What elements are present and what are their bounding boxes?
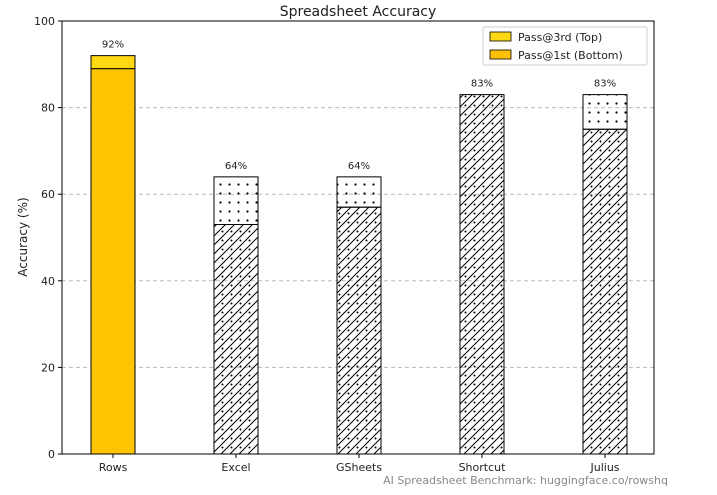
data-label: 83% (594, 79, 616, 90)
y-axis-label: Accuracy (%) (16, 197, 30, 276)
bar-bottom (336, 206, 382, 455)
legend-swatch-bottom (489, 49, 512, 60)
y-tick-label: 20 (41, 361, 55, 374)
y-tick-label: 80 (41, 102, 55, 115)
data-label: 64% (225, 161, 247, 172)
bar-top (336, 176, 382, 208)
source-annotation: AI Spreadsheet Benchmark: huggingface.co… (383, 474, 668, 487)
legend-label-top: Pass@3rd (Top) (518, 31, 602, 44)
bar-top (213, 176, 259, 226)
x-tick-label: Shortcut (459, 461, 507, 474)
plot-frame (61, 20, 655, 455)
bar-bottom (213, 224, 259, 455)
legend: Pass@3rd (Top) Pass@1st (Bottom) (482, 26, 648, 66)
bar-top (90, 55, 136, 70)
y-tick-label: 0 (48, 448, 55, 461)
bar-top (582, 94, 628, 130)
x-tick-label: GSheets (336, 461, 382, 474)
x-tick-label: Rows (99, 461, 128, 474)
data-label: 92% (102, 40, 124, 51)
bar-bottom (582, 128, 628, 455)
data-label: 64% (348, 161, 370, 172)
chart-title: Spreadsheet Accuracy (280, 4, 437, 20)
x-tick-label: Excel (221, 461, 250, 474)
bar-bottom (459, 94, 505, 455)
bar-bottom (90, 68, 136, 455)
legend-swatch-top (489, 31, 512, 42)
y-tick-label: 60 (41, 188, 55, 201)
y-tick-label: 40 (41, 275, 55, 288)
x-tick-label: Julius (589, 461, 619, 474)
legend-label-bottom: Pass@1st (Bottom) (518, 49, 623, 62)
y-tick-label: 100 (34, 15, 55, 28)
data-label: 83% (471, 79, 493, 90)
